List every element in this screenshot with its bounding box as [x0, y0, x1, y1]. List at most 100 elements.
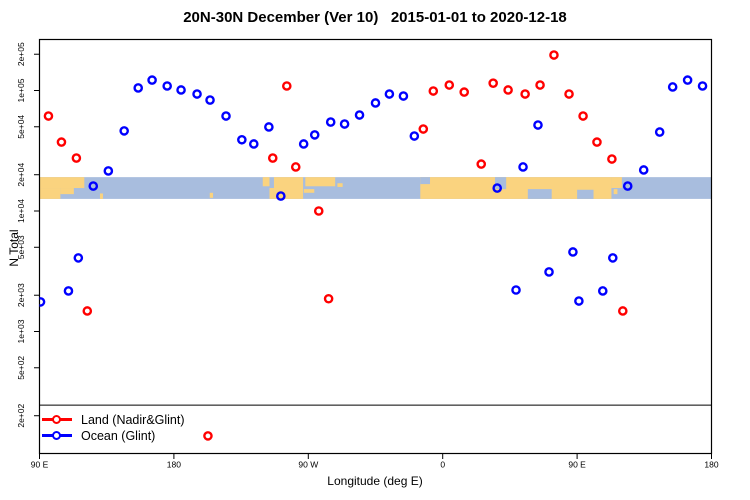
ocean-data-point: [409, 131, 420, 141]
y-axis-tick-label: 2e+02: [16, 404, 26, 428]
land-data-point: [313, 206, 324, 216]
land-data-point: [549, 50, 559, 60]
ocean-data-point: [39, 297, 46, 307]
ocean-data-point: [237, 134, 247, 145]
ocean-data-point: [511, 285, 521, 295]
legend-label-ocean: Ocean (Glint): [81, 428, 156, 443]
land-data-point: [503, 85, 513, 95]
land-data-point: [476, 159, 487, 169]
land-data-point: [56, 137, 67, 147]
map-strip-land: [39, 177, 85, 189]
x-axis-tick-label: 90 E: [568, 460, 586, 470]
map-strip-ocean-notch: [494, 177, 507, 190]
ocean-data-point: [162, 81, 172, 91]
x-axis-tick-label: 0: [440, 460, 445, 470]
y-axis-tick-label: 5e+02: [16, 356, 26, 380]
ocean-data-point: [248, 139, 259, 149]
map-strip-ocean-notch: [577, 189, 594, 199]
ocean-data-point: [638, 165, 649, 175]
map-strip-ocean-notch: [420, 177, 431, 185]
ocean-data-point: [654, 127, 665, 137]
land-data-point: [444, 80, 455, 90]
land-data-point: [43, 111, 54, 121]
ocean-data-point: [133, 83, 144, 93]
y-axis-tick-label: 2e+05: [16, 42, 26, 66]
ocean-series-marker-icon: [42, 430, 72, 441]
ocean-data-point: [176, 85, 186, 95]
ocean-data-point: [370, 98, 381, 108]
land-data-point: [267, 153, 278, 163]
ocean-data-point: [622, 181, 633, 191]
x-axis-tick-label: 180: [167, 460, 181, 470]
ocean-data-point: [597, 286, 608, 296]
map-strip-land: [337, 183, 343, 187]
land-data-point: [290, 162, 301, 172]
land-data-point: [323, 293, 334, 304]
y-axis-tick-label: 1e+04: [16, 199, 26, 223]
data-points-layer: [39, 50, 708, 441]
map-strip-land: [269, 188, 274, 199]
ocean-data-point: [574, 296, 584, 306]
y-axis-tick-label: 5e+04: [16, 115, 26, 139]
y-axis-tick-label: 2e+03: [16, 283, 26, 307]
plot-border: [38, 38, 713, 455]
map-strip-land: [613, 189, 618, 195]
ocean-data-point: [205, 95, 215, 105]
legend-item-land: Land (Nadir&Glint): [42, 412, 185, 427]
ocean-data-point: [667, 82, 678, 92]
x-axis-tick-label: 180: [704, 460, 718, 470]
map-strip-land: [611, 177, 622, 189]
ocean-data-point: [325, 117, 336, 127]
land-data-point: [281, 81, 292, 91]
map-strip-land: [303, 189, 315, 193]
ocean-data-point: [354, 110, 365, 120]
ocean-data-point: [298, 139, 309, 149]
map-strip-land: [39, 188, 61, 199]
land-data-point: [607, 154, 617, 164]
ocean-data-point: [568, 247, 578, 257]
chart-title: 20N-30N December (Ver 10) 2015-01-01 to …: [183, 9, 567, 26]
legend: Land (Nadir&Glint) Ocean (Glint): [42, 412, 185, 443]
land-data-point: [459, 87, 470, 97]
ocean-data-point: [682, 75, 693, 85]
ocean-data-point: [276, 191, 286, 201]
legend-item-ocean: Ocean (Glint): [42, 428, 185, 443]
land-data-point: [564, 89, 574, 99]
land-data-point: [520, 89, 530, 99]
land-data-point: [488, 78, 498, 88]
map-strip-land: [420, 177, 612, 199]
map-strip-land: [262, 177, 270, 187]
ocean-data-point: [607, 253, 618, 263]
ocean-data-point: [544, 267, 554, 277]
ocean-data-point: [103, 166, 114, 176]
land-data-point: [578, 111, 588, 121]
ocean-data-point: [518, 162, 528, 172]
land-data-point: [592, 137, 602, 147]
land-data-point: [617, 306, 628, 316]
ocean-data-point: [88, 181, 99, 191]
x-axis-tick-label: 90 E: [31, 460, 49, 470]
land-data-point: [535, 80, 545, 90]
y-axis-tick-label: 5e+03: [16, 235, 26, 259]
map-strip-land: [60, 188, 74, 195]
land-data-point: [71, 153, 82, 163]
map-strip-land: [99, 193, 103, 199]
ocean-data-point: [192, 89, 202, 99]
land-series-marker-icon: [42, 414, 72, 425]
ocean-data-point: [63, 286, 74, 296]
ocean-data-point: [73, 253, 84, 263]
y-axis-tick-label: 2e+04: [16, 163, 26, 187]
land-data-point: [82, 306, 93, 316]
ocean-data-point: [492, 183, 503, 193]
x-axis-tick-label: 90 W: [298, 460, 318, 470]
ocean-data-point: [119, 126, 129, 136]
y-axis-tick-label: 1e+03: [16, 319, 26, 343]
ocean-data-point: [264, 122, 274, 132]
x-axis-title: Longitude (deg E): [327, 474, 423, 488]
map-strip-land: [209, 192, 214, 198]
y-axis-tick-label: 1e+05: [16, 78, 26, 102]
ocean-data-point: [221, 111, 231, 121]
ocean-data-point: [533, 120, 543, 130]
